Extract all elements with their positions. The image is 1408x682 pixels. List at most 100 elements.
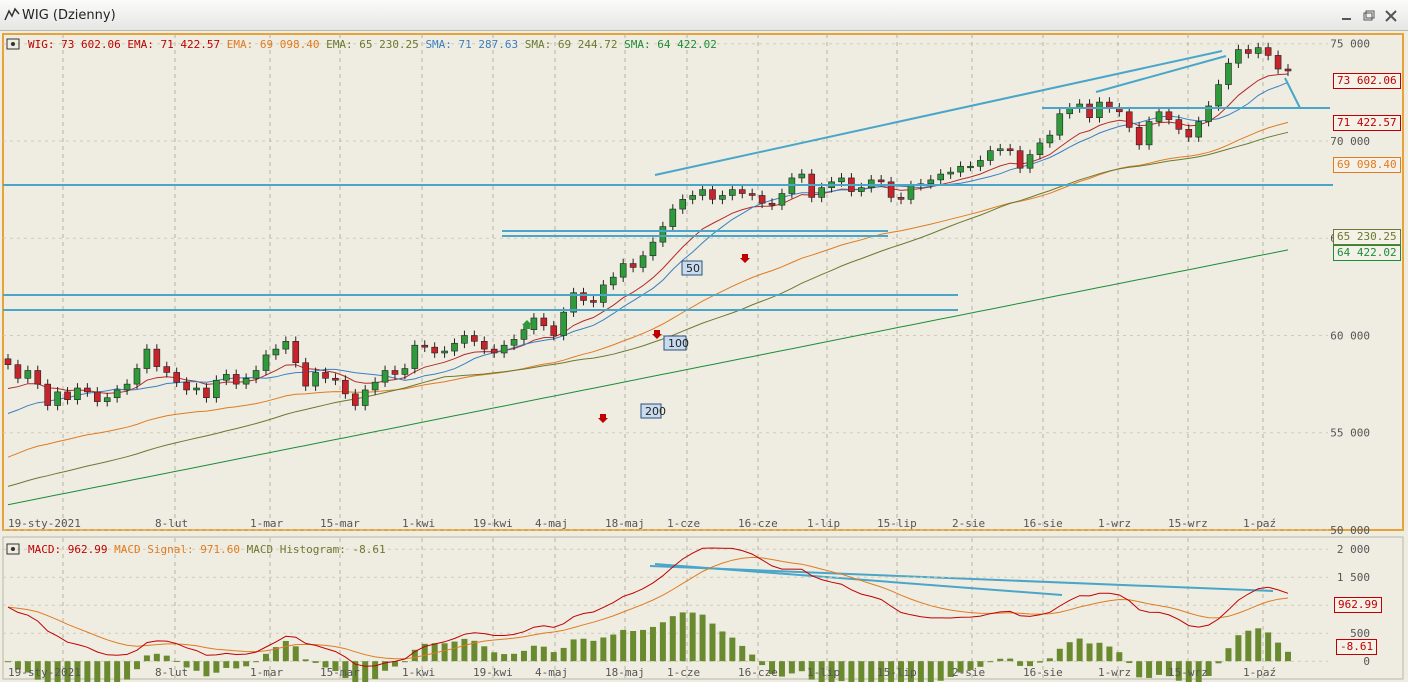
macd-histogram-bar	[1215, 661, 1222, 664]
macd-histogram-bar	[1195, 661, 1202, 682]
candle	[1175, 119, 1183, 130]
candle	[252, 370, 260, 379]
title-bar: WIG (Dzienny)	[0, 0, 1408, 31]
macd-histogram-bar	[858, 661, 865, 682]
candle	[113, 389, 121, 399]
legend-value: 71 422.57	[153, 38, 227, 51]
candle	[669, 208, 677, 227]
macd-histogram-bar	[620, 629, 627, 662]
macd-value-box: 962.99	[1334, 597, 1382, 613]
candle	[937, 173, 945, 181]
legend-item: EMA: 69 098.40	[227, 38, 326, 51]
candle	[1145, 121, 1153, 146]
candle	[1096, 101, 1103, 118]
ma-period-tag: 100	[663, 335, 689, 351]
macd-histogram-bar	[749, 654, 756, 662]
macd-histogram-bar	[54, 661, 61, 682]
macd-histogram-bar	[491, 652, 498, 662]
candle	[560, 311, 567, 336]
macd-histogram-bar	[937, 661, 944, 681]
macd-histogram-bar	[947, 661, 954, 677]
minimize-icon[interactable]	[1340, 10, 1354, 22]
price-tick-label: 50 000	[1330, 524, 1370, 537]
macd-histogram-bar	[1126, 661, 1133, 664]
macd-value-box: -8.61	[1336, 639, 1378, 655]
date-tick-label: 16-cze	[738, 517, 778, 530]
macd-histogram-bar	[649, 626, 656, 662]
candle	[1274, 55, 1282, 70]
macd-histogram-bar	[1245, 630, 1252, 662]
macd-histogram-bar	[570, 639, 577, 662]
macd-histogram-bar	[917, 661, 924, 682]
macd-histogram-bar	[1146, 661, 1153, 678]
candle	[282, 341, 290, 350]
date-tick-label: 1-mar	[250, 517, 283, 530]
candle	[203, 387, 210, 399]
macd-histogram-bar	[550, 652, 557, 662]
candle	[84, 387, 91, 393]
candle	[530, 317, 538, 330]
macd-histogram-bar	[133, 661, 140, 670]
candle	[590, 300, 597, 303]
macd-histogram-bar	[818, 661, 825, 682]
macd-histogram-bar	[193, 661, 200, 671]
legend-label: SMA:	[425, 38, 452, 51]
restore-icon[interactable]	[1362, 10, 1376, 22]
date-tick-label: 18-maj	[605, 517, 645, 530]
macd-histogram-bar	[114, 661, 121, 682]
candle	[1185, 129, 1193, 138]
macd-histogram-bar	[788, 661, 795, 674]
candle	[887, 181, 895, 198]
candle	[272, 348, 280, 356]
date-tick-label: 2-sie	[952, 517, 985, 530]
candle	[967, 165, 974, 169]
price-panel-icon	[6, 38, 20, 50]
macd-histogram-bar	[987, 661, 994, 663]
candle	[719, 195, 726, 200]
macd-histogram-bar	[759, 661, 766, 666]
date-tick-label: 19-sty-2021	[8, 666, 81, 679]
date-tick-label: 16-sie	[1023, 666, 1063, 679]
candle	[867, 179, 875, 188]
legend-item: SMA: 69 244.72	[525, 38, 624, 51]
date-tick-label: 1-cze	[667, 517, 700, 530]
legend-item: EMA: 71 422.57	[127, 38, 226, 51]
candle	[659, 226, 667, 243]
date-tick-label: 1-lip	[807, 517, 840, 530]
macd-legend-value: 971.60	[193, 543, 247, 556]
candle	[947, 171, 954, 175]
macd-histogram-bar	[1076, 638, 1083, 662]
legend-value: 71 287.63	[451, 38, 525, 51]
sma-line-2	[7, 131, 1289, 487]
macd-histogram-bar	[401, 661, 408, 663]
sma-line-3	[7, 249, 1289, 506]
candle	[649, 241, 657, 257]
macd-histogram-bar	[1255, 628, 1262, 662]
candle	[957, 165, 964, 173]
macd-histogram-bar	[580, 638, 587, 662]
candle	[907, 185, 915, 200]
macd-histogram-bar	[332, 661, 339, 672]
macd-histogram-bar	[1086, 643, 1093, 662]
price-tick-label: 60 000	[1330, 329, 1370, 342]
candle	[1284, 68, 1292, 72]
legend-value: 69 098.40	[253, 38, 327, 51]
date-tick-label: 1-kwi	[402, 517, 435, 530]
candle	[401, 368, 409, 375]
macd-histogram-bar	[689, 612, 696, 662]
candle	[758, 195, 766, 204]
price-value-box: 65 230.25	[1333, 229, 1401, 245]
candle	[1086, 103, 1093, 118]
macd-histogram-bar	[481, 646, 488, 662]
candle	[461, 335, 468, 344]
candle	[1135, 127, 1143, 146]
candle	[312, 372, 319, 387]
macd-histogram-bar	[1175, 661, 1182, 681]
macd-histogram-bar	[34, 661, 41, 680]
candle	[14, 364, 22, 379]
macd-histogram-bar	[868, 661, 875, 682]
close-icon[interactable]	[1384, 10, 1398, 22]
candle	[858, 187, 865, 192]
candle	[1046, 134, 1054, 144]
